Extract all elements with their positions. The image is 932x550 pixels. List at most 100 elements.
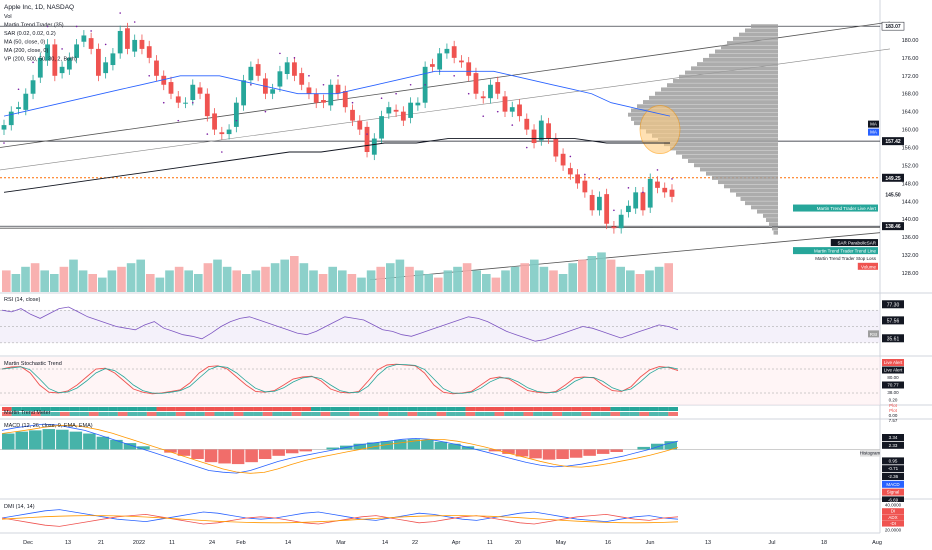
trend-meter-top — [166, 407, 176, 411]
volume-profile-bar — [703, 57, 778, 62]
candle-body — [429, 64, 435, 67]
volume-profile-bar — [727, 41, 778, 46]
candle-body — [415, 102, 421, 106]
sar-dot — [308, 74, 310, 77]
volume-profile-bar — [694, 163, 778, 168]
volume-bar — [98, 277, 107, 292]
macd-badge — [882, 441, 904, 449]
candle-body — [575, 174, 581, 184]
sar-dot — [598, 178, 601, 180]
indicator-label: Martin Trend Trader Stop Loss — [815, 256, 877, 261]
trend-meter-bottom — [388, 412, 398, 416]
trend-badge-text: 7.57 — [889, 418, 898, 423]
indicator-label: Martin Trend Trader Live Alert — [817, 206, 877, 211]
price-tick-label: 148.00 — [902, 181, 919, 187]
ma-badge-text: MA — [870, 130, 877, 135]
stoch-badge-text: 70.77 — [887, 383, 899, 388]
candle-body — [480, 96, 486, 99]
trend-meter-top — [417, 407, 427, 411]
trend-meter-top — [88, 407, 99, 411]
volume-bar — [530, 259, 539, 292]
candle-body — [400, 111, 406, 121]
trend-meter-top — [378, 407, 389, 411]
candle-body — [103, 62, 109, 74]
volume-bar — [50, 274, 59, 292]
volume-bar — [21, 266, 30, 292]
macd-title: MACD (12, 26, close, 9, EMA, EMA) — [4, 423, 93, 429]
trend-meter-bottom — [504, 412, 514, 416]
volume-bar — [30, 263, 40, 292]
rsi-tag-bg — [868, 330, 879, 338]
symbol-title: Apple Inc, 1D, NASDAQ — [4, 4, 74, 11]
candle-body — [604, 194, 610, 224]
trend-meter-top — [668, 407, 678, 411]
volume-bar — [2, 270, 11, 292]
sar-dot — [119, 12, 121, 14]
volume-bar — [59, 266, 69, 292]
candle-body — [335, 84, 341, 94]
indicator-label-bg — [793, 247, 878, 255]
trend-meter-bottom — [620, 412, 630, 416]
trend-badge-text: 0.00 — [889, 413, 898, 418]
volume-profile-bar — [740, 197, 778, 201]
trend-meter-top — [253, 407, 263, 411]
candle-body — [306, 87, 312, 94]
volume-profile-bar — [682, 154, 778, 159]
volume-bar — [242, 274, 251, 292]
candle-body — [633, 192, 639, 209]
volume-bar — [146, 274, 155, 292]
price-tick-label: 180.00 — [902, 38, 919, 44]
volume-bar — [491, 277, 501, 292]
volume-bar — [587, 256, 597, 292]
candle-body — [299, 73, 305, 85]
trend-meter-top — [484, 407, 495, 411]
volume-bar — [645, 270, 654, 292]
price-tick-label: 164.00 — [902, 110, 919, 116]
candle-body — [110, 53, 116, 66]
trend-meter-top — [117, 407, 128, 411]
macd-badge-text: 3.34 — [889, 435, 898, 440]
trend-meter-top — [262, 407, 273, 411]
candle-body — [270, 89, 276, 94]
time-tick-label: May — [556, 540, 567, 546]
candle-body — [350, 109, 355, 121]
volume-profile-bar — [640, 125, 778, 130]
candle-body — [277, 71, 283, 87]
candle-body — [117, 30, 123, 54]
trend-title: Martin Trend Meter — [4, 410, 51, 416]
dmi-badge — [882, 502, 904, 508]
time-tick-label: Jul — [768, 540, 775, 546]
marks — [0, 12, 891, 527]
sar-dot — [569, 155, 572, 158]
time-tick-label: 13 — [65, 540, 71, 546]
price-badge-text: 149.25 — [885, 176, 901, 182]
candle-body — [146, 46, 152, 58]
trend-meter-top — [446, 407, 456, 411]
volume-profile-bar — [724, 184, 778, 189]
macd-badge — [882, 480, 904, 488]
indicator-label: Volume — [861, 264, 877, 269]
trend-meter-top — [426, 407, 437, 411]
trend-meter-top — [533, 407, 543, 411]
macd-histogram-bar — [123, 443, 137, 450]
volume-bar — [126, 263, 136, 292]
macd-badge-text: -0.71 — [888, 466, 899, 471]
candle-body — [59, 66, 65, 74]
time-tick-label: Dec — [23, 540, 33, 546]
price-tick-label: 136.00 — [902, 235, 919, 241]
trend-meter-top — [291, 407, 302, 411]
dmi-badge-text: -DI — [890, 521, 896, 526]
price-tick-label: 172.00 — [902, 74, 919, 80]
rsi-badge — [882, 334, 904, 343]
volume-profile-bar — [670, 146, 778, 151]
stoch-title: Martin Stochastic Trend — [4, 361, 62, 367]
trend-meter-bottom — [59, 412, 70, 416]
volume-profile-bar — [688, 159, 778, 163]
stoch-k-line — [1, 363, 679, 395]
volume-profile-bar — [718, 180, 778, 185]
macd-histogram-bar — [610, 449, 623, 452]
trend-meter-top — [629, 407, 640, 411]
candle-body — [342, 91, 348, 108]
